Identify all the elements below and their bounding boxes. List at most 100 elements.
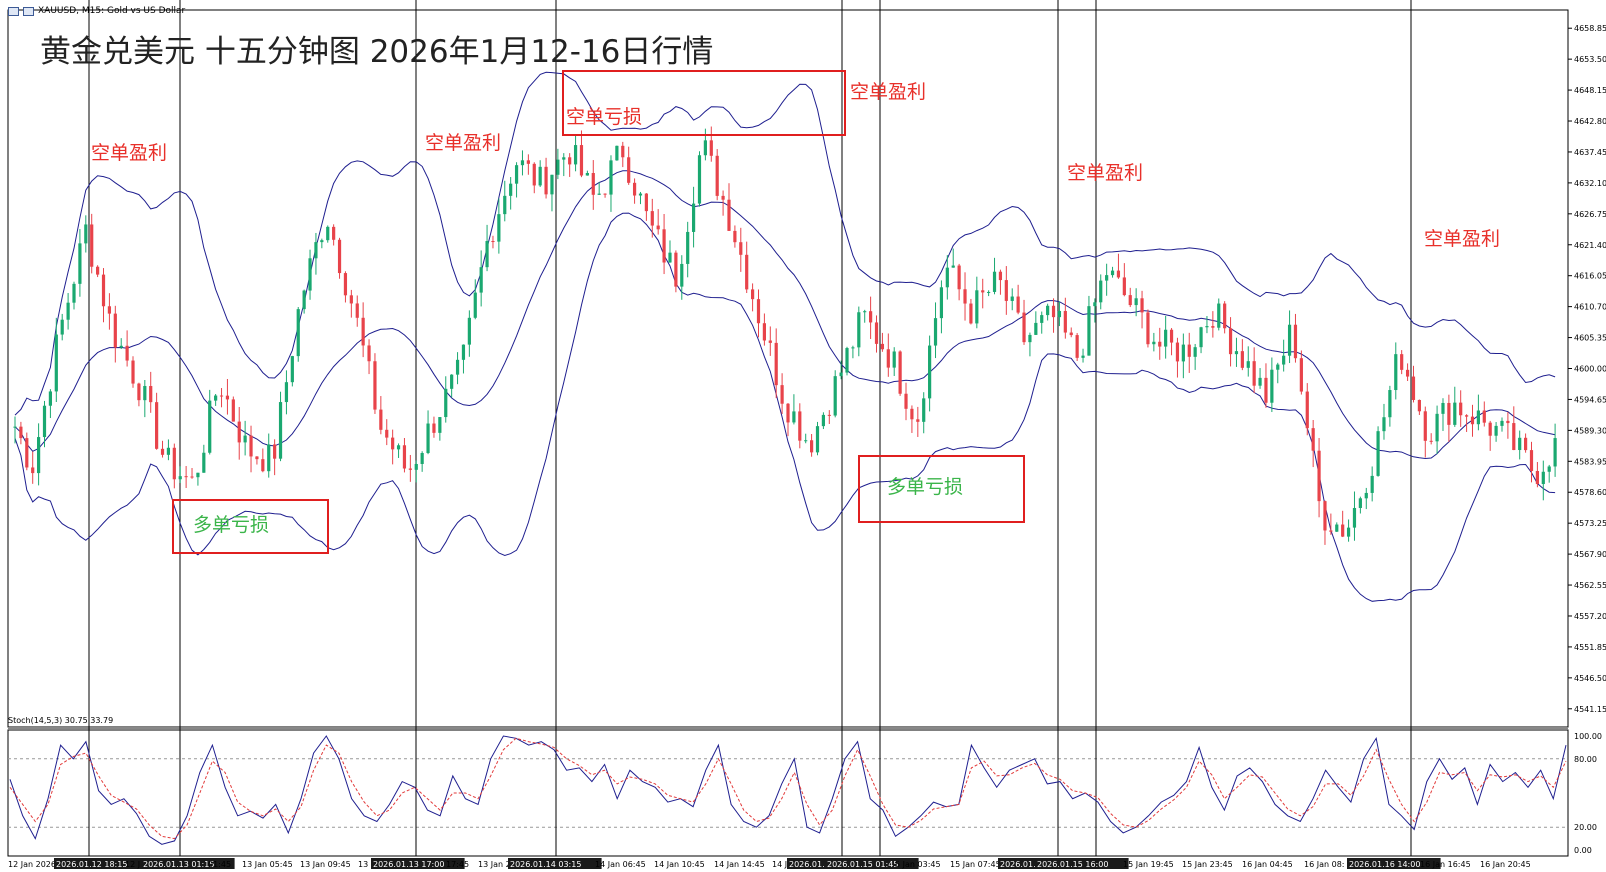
candle-bear bbox=[255, 456, 259, 460]
candle-bull bbox=[1105, 275, 1109, 281]
candle-bull bbox=[933, 318, 938, 346]
candle-bear bbox=[603, 193, 607, 195]
candle-bear bbox=[1140, 298, 1144, 313]
candle-bull bbox=[1453, 402, 1457, 425]
x-tick-label: 2026.01.15 01:45 bbox=[827, 860, 898, 869]
candle-bear bbox=[568, 157, 572, 165]
candle-bear bbox=[544, 166, 548, 195]
y-tick-label: 4583.95 bbox=[1574, 457, 1606, 466]
candle-bull bbox=[1518, 437, 1522, 451]
candle-bear bbox=[1122, 277, 1126, 296]
candle-bull bbox=[1164, 329, 1168, 347]
candle-bull bbox=[792, 411, 796, 423]
candle-bull bbox=[1099, 280, 1103, 303]
candle-bear bbox=[674, 252, 678, 287]
x-tick-label: 16 Jan 08: bbox=[1304, 860, 1344, 869]
x-tick-highlight bbox=[508, 858, 602, 869]
candle-bull bbox=[1376, 431, 1380, 476]
candle-bear bbox=[1447, 402, 1451, 425]
candle-bull bbox=[1028, 334, 1032, 343]
candle-bear bbox=[1311, 428, 1315, 451]
candle-bear bbox=[662, 229, 666, 263]
y-tick-label: 4594.65 bbox=[1574, 395, 1606, 404]
candle-bull bbox=[562, 157, 566, 160]
candle-bull bbox=[78, 243, 82, 284]
candle-bear bbox=[898, 351, 902, 394]
candle-bear bbox=[1470, 416, 1475, 425]
candle-bear bbox=[1506, 420, 1510, 424]
candle-bear bbox=[886, 349, 890, 368]
candle-bull bbox=[1364, 492, 1368, 499]
candle-bull bbox=[833, 376, 837, 416]
candle-bear bbox=[367, 345, 371, 362]
candle-bull bbox=[1040, 315, 1044, 323]
y-tick-label: 4573.25 bbox=[1574, 519, 1606, 528]
candle-bull bbox=[444, 388, 448, 418]
candle-bull bbox=[691, 203, 696, 232]
x-tick-label: 15 Jan 23:45 bbox=[1182, 860, 1233, 869]
candle-bull bbox=[1258, 377, 1262, 386]
annotation-long-loss: 多单亏损 bbox=[887, 476, 964, 498]
candle-bear bbox=[798, 411, 802, 441]
x-tick-label: 14 Jan 14:45 bbox=[714, 860, 765, 869]
candle-bull bbox=[479, 267, 483, 293]
candle-bull bbox=[573, 145, 578, 165]
candle-bull bbox=[296, 309, 300, 357]
y-tick-label: 4578.60 bbox=[1574, 488, 1606, 497]
candle-bear bbox=[385, 429, 389, 438]
y-tick-label: 4589.30 bbox=[1574, 426, 1606, 435]
y-tick-label: 4562.55 bbox=[1574, 581, 1606, 590]
candle-bear bbox=[1169, 329, 1174, 343]
bollinger-middle-band bbox=[14, 170, 1556, 460]
chart-window-icon bbox=[8, 6, 19, 16]
candle-bull bbox=[1217, 303, 1221, 328]
candle-bear bbox=[190, 476, 194, 478]
candle-bear bbox=[1459, 402, 1463, 416]
candle-bull bbox=[60, 319, 64, 335]
candle-bear bbox=[172, 447, 176, 480]
annotation-short-profit: 空单盈利 bbox=[91, 142, 168, 164]
candle-bull bbox=[467, 317, 471, 345]
candle-bear bbox=[125, 345, 129, 361]
candle-bull bbox=[1081, 355, 1085, 358]
candle-bear bbox=[408, 468, 412, 470]
candle-bull bbox=[54, 334, 58, 392]
y-tick-label: 4546.50 bbox=[1574, 674, 1606, 683]
candle-bear bbox=[1240, 351, 1244, 368]
candle-bear bbox=[1116, 270, 1121, 278]
candle-bull bbox=[1093, 302, 1097, 307]
candle-bear bbox=[1423, 411, 1427, 441]
x-tick-label: 12 Jan 2026 bbox=[8, 860, 56, 869]
candle-bull bbox=[1010, 296, 1014, 301]
candle-bull bbox=[1358, 498, 1362, 508]
candle-bull bbox=[485, 241, 489, 268]
candle-bull bbox=[243, 435, 247, 443]
candle-bear bbox=[155, 402, 159, 449]
candle-bull bbox=[1394, 354, 1398, 391]
candle-bull bbox=[1382, 417, 1386, 432]
candle-bull bbox=[208, 400, 212, 453]
candle-bull bbox=[839, 372, 843, 377]
candle-bull bbox=[1276, 364, 1280, 370]
x-tick-label: 13 Jan 05:45 bbox=[242, 860, 293, 869]
candle-bull bbox=[166, 447, 171, 455]
candle-bear bbox=[355, 303, 359, 318]
candle-bull bbox=[284, 382, 289, 403]
candle-bull bbox=[1270, 369, 1274, 403]
candle-bear bbox=[1187, 344, 1191, 357]
candle-bull bbox=[615, 145, 619, 161]
candle-bear bbox=[1323, 501, 1327, 531]
x-tick-label: 15 Jan 07:45 bbox=[950, 860, 1001, 869]
candle-bear bbox=[810, 440, 814, 453]
candle-bear bbox=[1128, 295, 1132, 306]
candle-bull bbox=[455, 359, 460, 375]
candle-bull bbox=[951, 265, 955, 268]
x-tick-label: 12 J bbox=[125, 860, 140, 869]
x-tick-label: 2026.01.15 16:00 bbox=[1037, 860, 1108, 869]
candle-bear bbox=[916, 419, 920, 422]
candle-bull bbox=[497, 214, 501, 242]
candle-bear bbox=[1529, 450, 1534, 471]
candle-bull bbox=[556, 159, 560, 175]
x-tick-highlight bbox=[54, 858, 148, 869]
